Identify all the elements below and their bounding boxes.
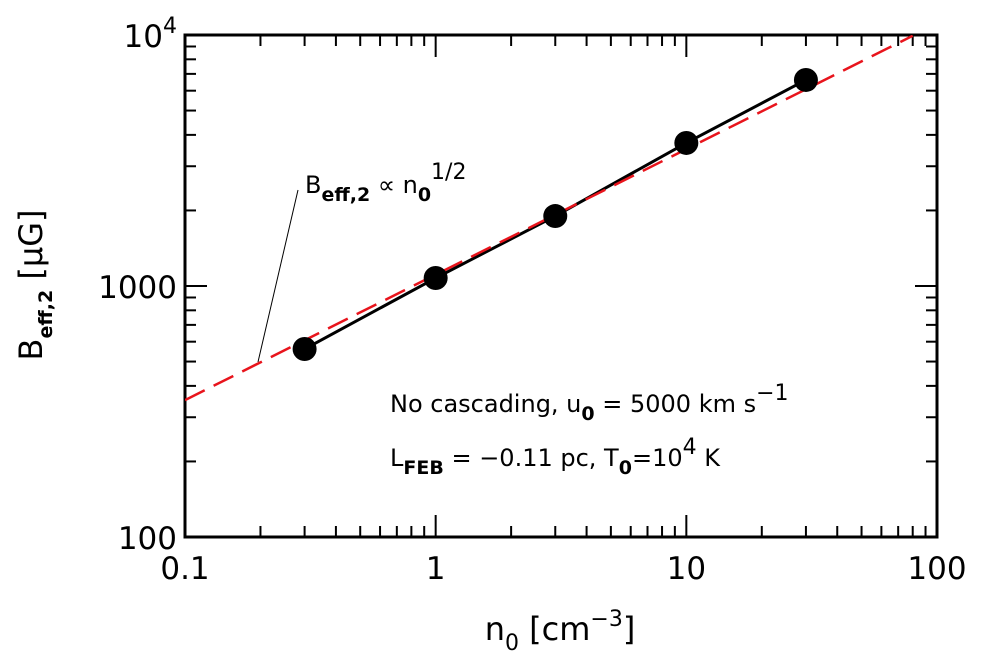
annotation: Beff,2 ∝ n01/2 <box>305 160 466 206</box>
data-point <box>423 266 448 291</box>
annotation: LFEB = −0.11 pc, T0=104 K <box>390 435 721 479</box>
x-tick-label: 100 <box>907 551 966 587</box>
annotation: No cascading, u0 = 5000 km s−1 <box>390 381 789 425</box>
data-point <box>793 67 818 92</box>
annotation-pointer <box>257 189 299 363</box>
data-point <box>543 204 568 229</box>
y-tick-label: 104 <box>124 14 177 55</box>
data-point <box>292 337 317 362</box>
x-axis-title: n0 [cm−3] <box>485 607 636 656</box>
y-tick-label-exponent: 4 <box>163 14 177 39</box>
y-axis-title: Beff,2 [μG] <box>12 210 57 361</box>
x-tick-label: 10 <box>667 551 706 587</box>
y-tick-label-base: 10 <box>124 19 163 55</box>
x-tick-label: 1 <box>426 551 446 587</box>
y-tick-label: 1000 <box>98 270 177 306</box>
x-tick-label: 0.1 <box>160 551 209 587</box>
data-point <box>674 130 699 155</box>
y-tick-label: 100 <box>118 521 177 557</box>
